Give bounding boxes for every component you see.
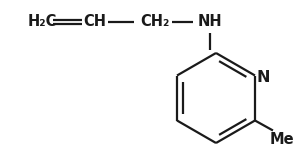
Text: H₂C: H₂C — [28, 15, 57, 30]
Text: Me: Me — [270, 132, 295, 148]
Text: NH: NH — [198, 15, 222, 30]
Text: CH: CH — [84, 15, 106, 30]
Text: N: N — [257, 70, 271, 85]
Text: CH₂: CH₂ — [140, 15, 170, 30]
